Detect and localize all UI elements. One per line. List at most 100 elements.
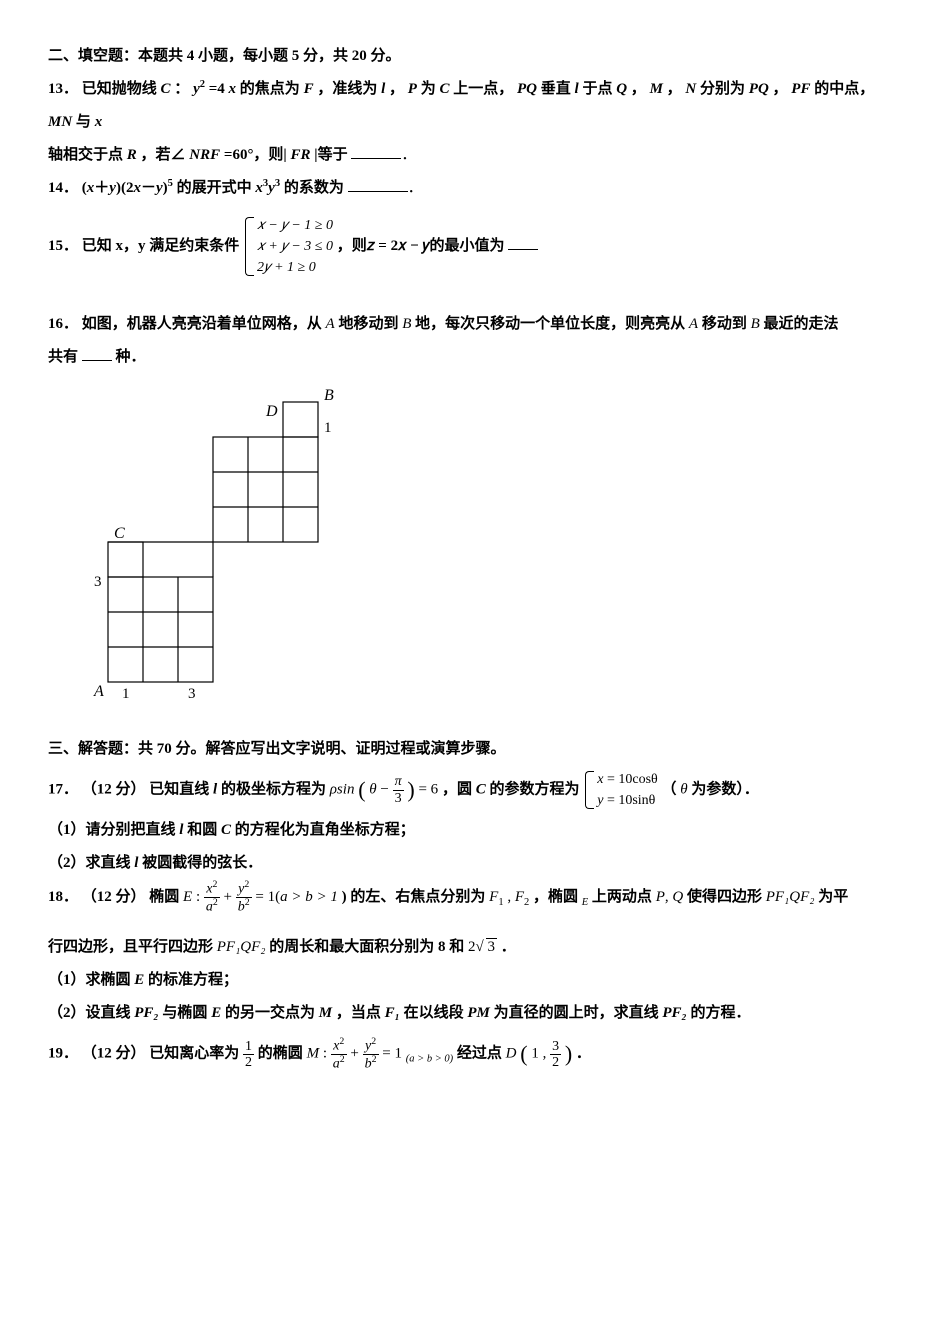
q13-t3: 的焦点为 xyxy=(240,81,304,97)
q13-t4: ，准线为 xyxy=(317,81,381,97)
q16-t2: 地移动到 xyxy=(338,316,402,332)
q15-case2: 𝑥 + 𝑦 − 3 ≤ 0 xyxy=(257,236,333,257)
q18-s1e: E xyxy=(134,972,144,988)
q13-M: M xyxy=(650,81,663,97)
q18-s2pm: PM xyxy=(467,1005,490,1021)
q18-l2b: 的周长和最大面积分别为 8 和 xyxy=(269,939,468,955)
q18-sub2: （2）设直线 PF₂ 与椭圆 E 的另一交点为 M ，当点 F₁ 在以线段 PM… xyxy=(48,997,902,1030)
q17-t3: ，圆 xyxy=(442,782,476,798)
q18-num: 18． xyxy=(48,889,78,905)
q13-PQ: PQ xyxy=(517,81,537,97)
q19-3: 3 xyxy=(550,1039,561,1055)
q17-frac-pi3: π 3 xyxy=(393,774,404,806)
q13-l2b: ，若∠ xyxy=(141,147,186,163)
q17-C: C xyxy=(476,782,486,798)
q14-num: 14． xyxy=(48,180,78,196)
q14-y3: y xyxy=(268,180,275,196)
q18-as: 2 xyxy=(213,897,218,908)
q18-t2: ) 的左、右焦点分别为 xyxy=(342,889,490,905)
q17-s1d: 的方程化为直角坐标方程； xyxy=(231,822,415,838)
q13-MN: MN xyxy=(48,114,72,130)
q17-num: 17． xyxy=(48,782,78,798)
q18-s2d: ，当点 xyxy=(332,1005,385,1021)
q17-thetavar: θ xyxy=(680,782,687,798)
q17-minus: − xyxy=(380,782,392,798)
q16-t6: 共有 xyxy=(48,349,78,365)
section-2-heading: 二、填空题：本题共 4 小题，每小题 5 分，共 20 分。 xyxy=(48,40,902,73)
q18-ys: 2 xyxy=(244,879,249,890)
q17-pi: π xyxy=(393,774,404,790)
q13-t5: ， xyxy=(389,81,404,97)
q13-t10: ， xyxy=(631,81,646,97)
q19-pts: （12 分） xyxy=(82,1046,146,1062)
q13-x: x xyxy=(229,81,237,97)
q19-frac1: x2 a2 xyxy=(331,1037,347,1072)
q14-plus: ＋ xyxy=(94,180,109,196)
q18-s2c: 的另一交点为 xyxy=(221,1005,319,1021)
grid-label-C: C xyxy=(114,525,125,542)
q13-l2a: 轴相交于点 xyxy=(48,147,127,163)
grid-label-B: B xyxy=(324,387,334,404)
q16-t7: 种． xyxy=(116,349,146,365)
q13-l2c: =60°，则| xyxy=(224,147,287,163)
q19-bn: b xyxy=(365,1057,372,1072)
q13-P: P xyxy=(408,81,417,97)
q18-eq1: = 1( xyxy=(255,889,280,905)
q19-period: ． xyxy=(576,1046,591,1062)
q16-B2: B xyxy=(751,316,760,332)
q13-t8: 垂直 xyxy=(541,81,575,97)
q16-num: 16． xyxy=(48,316,78,332)
q18-2: 2 xyxy=(468,939,476,955)
question-16-line2: 共有 种． xyxy=(48,341,902,374)
q14-t2: )(2 xyxy=(116,180,134,196)
q14-blank xyxy=(348,176,408,192)
q14-t5: 的系数为 xyxy=(284,180,344,196)
q15-case3: 2𝑦 + 1 ≥ 0 xyxy=(257,257,333,278)
q17-c1b: = 10cosθ xyxy=(603,772,657,787)
q18-E2: E xyxy=(582,897,588,908)
q17-sub1: （1）请分别把直线 l 和圆 C 的方程化为直角坐标方程； xyxy=(48,814,902,847)
q19-xs: 2 xyxy=(339,1036,344,1047)
grid-svg: A B C D 1 3 3 1 xyxy=(88,382,348,712)
q13-t12: 分别为 xyxy=(700,81,749,97)
q19-D: D xyxy=(506,1046,517,1062)
question-19: 19． （12 分） 已知离心率为 1 2 的椭圆 M : x2 a2 + y2… xyxy=(48,1030,902,1078)
q17-s2b: 被圆截得的弦长． xyxy=(138,855,262,871)
grid-label-A: A xyxy=(93,683,104,700)
q16-t3: 地，每次只移动一个单位长度，则亮亮从 xyxy=(415,316,689,332)
q19-bs: 2 xyxy=(372,1054,377,1065)
q17-t5: （ xyxy=(661,782,676,798)
q17-lparen: ( xyxy=(358,777,365,802)
q18-comma: , xyxy=(507,889,515,905)
q18-s2m: M xyxy=(319,1005,332,1021)
q14-y: y xyxy=(109,180,116,196)
q13-FR: FR xyxy=(291,147,311,163)
question-18-line2: 行四边形，且平行四边形 PF₁QF₂ 的周长和最大面积分别为 8 和 23 ． xyxy=(48,931,902,964)
q18-plus: + xyxy=(224,889,236,905)
q17-t2: 的极坐标方程为 xyxy=(221,782,326,798)
q16-t5: 最近的走法 xyxy=(764,316,839,332)
q18-pts: （12 分） xyxy=(82,889,146,905)
q17-pts: （12 分） xyxy=(82,782,146,798)
q14-x3: x xyxy=(255,180,263,196)
q13-t1: 已知抛物线 xyxy=(82,81,161,97)
q16-t4: 移动到 xyxy=(702,316,751,332)
q16-blank xyxy=(82,345,112,361)
q16-B: B xyxy=(402,316,411,332)
q18-bn: b xyxy=(238,900,245,915)
q18-s2pf2b: PF₂ xyxy=(662,1005,686,1021)
q13-PF: PF xyxy=(791,81,810,97)
q19-as: 2 xyxy=(340,1054,345,1065)
q13-l2: l xyxy=(575,81,579,97)
q18-xs: 2 xyxy=(213,879,218,890)
q13-l: l xyxy=(381,81,385,97)
q18-s2e2: 在以线段 xyxy=(400,1005,468,1021)
q19-t1: 已知离心率为 xyxy=(149,1046,243,1062)
q15-case1: 𝑥 − 𝑦 − 1 ≥ 0 xyxy=(257,215,333,236)
q19-half: 1 2 xyxy=(243,1039,254,1071)
q13-t7: 上一点， xyxy=(453,81,513,97)
q18-colon: : xyxy=(196,889,204,905)
q18-l2c: ． xyxy=(501,939,516,955)
q15-cases: 𝑥 − 𝑦 − 1 ≥ 0 𝑥 + 𝑦 − 3 ≤ 0 2𝑦 + 1 ≥ 0 xyxy=(243,215,333,278)
q13-N: N xyxy=(685,81,696,97)
